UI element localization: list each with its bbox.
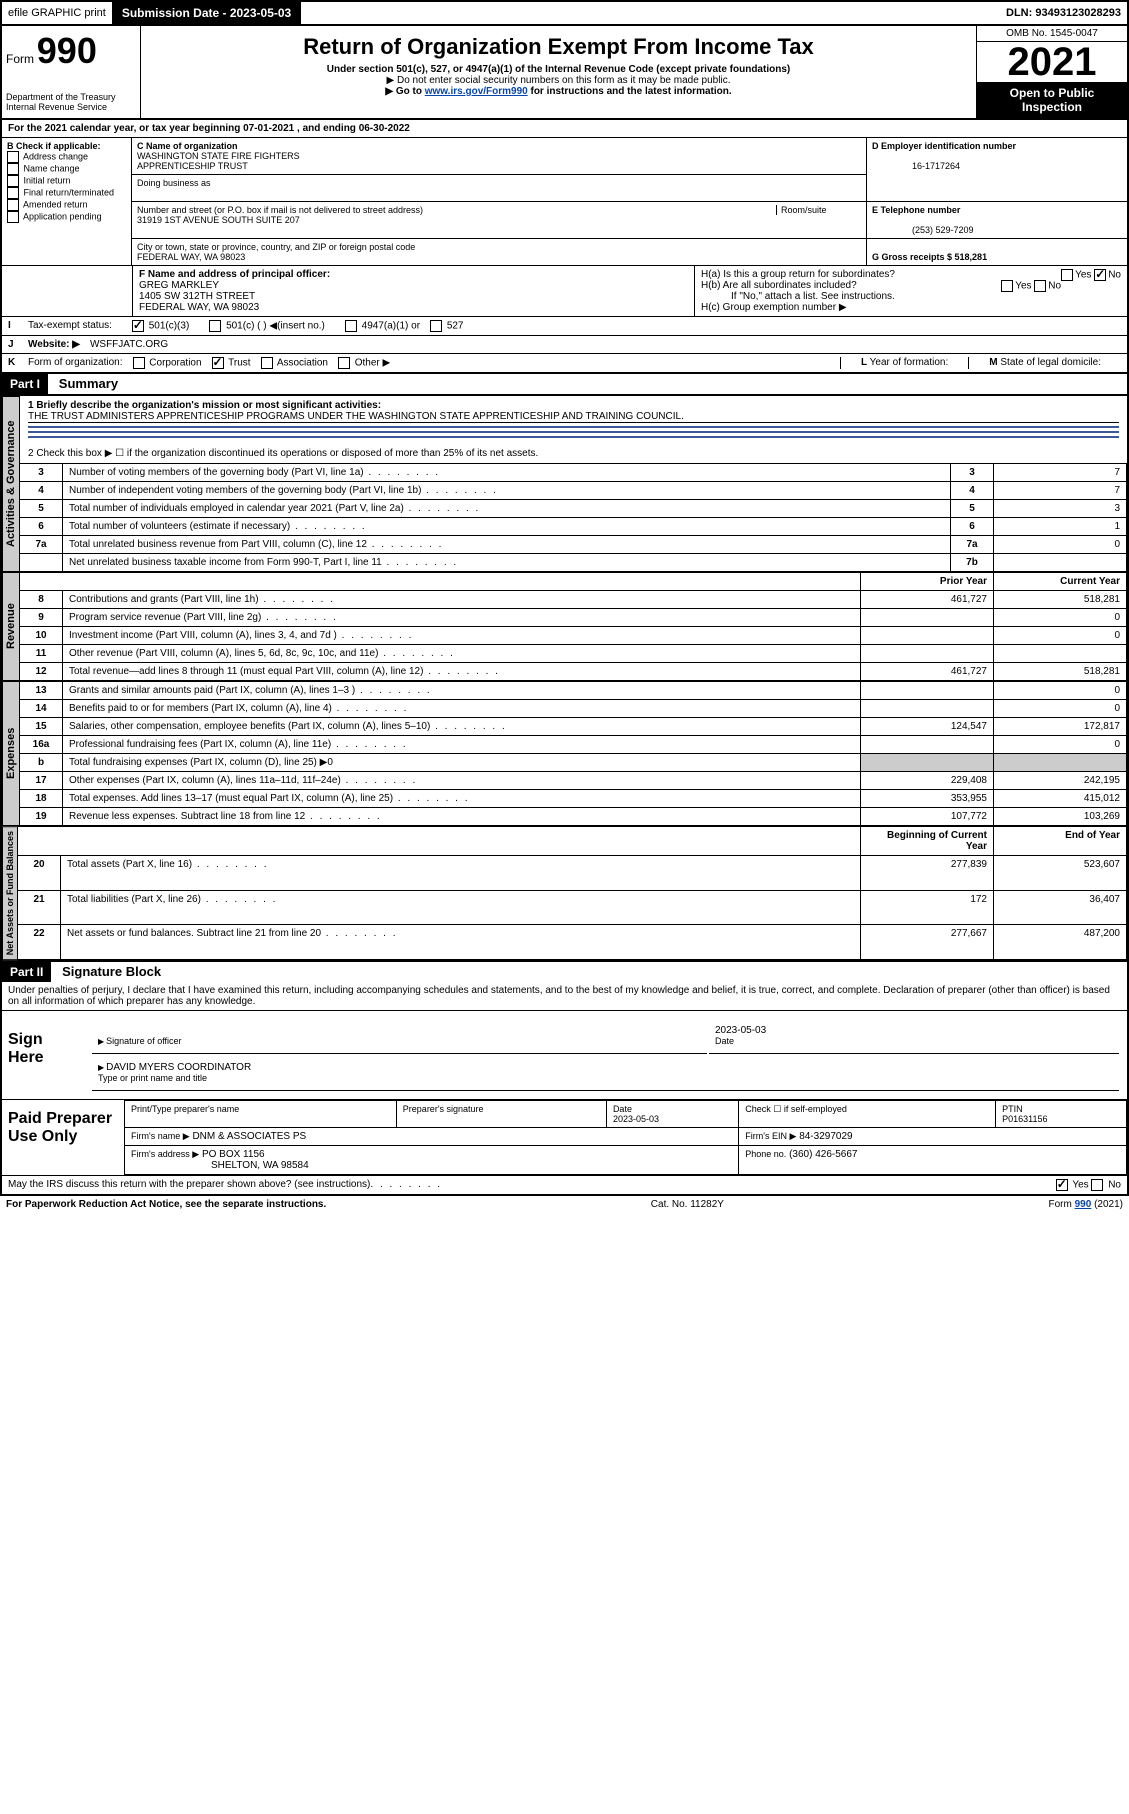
box-d: D Employer identification number 16-1717…: [867, 138, 1127, 202]
inspection-badge: Open to Public Inspection: [977, 82, 1127, 118]
dln-label: DLN: 93493123028293: [1000, 4, 1127, 22]
box-b: B Check if applicable: Address change Na…: [2, 138, 132, 266]
year-box: OMB No. 1545-0047 2021 Open to Public In…: [976, 26, 1127, 118]
checkbox-initial[interactable]: [7, 175, 19, 187]
line-i: I Tax-exempt status: 501(c)(3) 501(c) ( …: [0, 317, 1129, 336]
discuss-yes[interactable]: [1056, 1179, 1068, 1191]
dept-irs: Internal Revenue Service: [6, 102, 136, 112]
cb-trust[interactable]: [212, 357, 224, 369]
vert-net: Net Assets or Fund Balances: [2, 826, 18, 960]
cb-4947[interactable]: [345, 320, 357, 332]
cb-corp[interactable]: [133, 357, 145, 369]
netassets-block: Net Assets or Fund Balances Beginning of…: [0, 826, 1129, 962]
line-a: For the 2021 calendar year, or tax year …: [0, 120, 1129, 138]
governance-block: Activities & Governance 1 Briefly descri…: [0, 394, 1129, 572]
sign-here-label: Sign Here: [2, 1011, 84, 1099]
checkbox-addr-change[interactable]: [7, 151, 19, 163]
sig-date: 2023-05-03: [715, 1025, 766, 1036]
box-g: G Gross receipts $ 518,281: [867, 239, 1127, 266]
line-2: 2 Check this box ▶ ☐ if the organization…: [20, 444, 1127, 463]
mission: 1 Briefly describe the organization's mi…: [20, 396, 1127, 444]
section-fh: F Name and address of principal officer:…: [0, 266, 1129, 317]
cb-527[interactable]: [430, 320, 442, 332]
box-c-addr: Number and street (or P.O. box if mail i…: [132, 202, 867, 239]
line-klm: K Form of organization: Corporation Trus…: [0, 354, 1129, 374]
efile-label: efile GRAPHIC print: [2, 4, 112, 22]
form-subtitle: Under section 501(c), 527, or 4947(a)(1)…: [145, 64, 972, 75]
paid-block: Paid Preparer Use Only Print/Type prepar…: [0, 1100, 1129, 1176]
paid-label: Paid Preparer Use Only: [2, 1100, 124, 1175]
form-link: Form 990 (2021): [1049, 1199, 1123, 1210]
penalty-text: Under penalties of perjury, I declare th…: [0, 982, 1129, 1011]
vert-revenue: Revenue: [2, 572, 20, 681]
hb-no[interactable]: [1034, 280, 1046, 292]
cb-assoc[interactable]: [261, 357, 273, 369]
balance-table: Beginning of Current YearEnd of Year 20T…: [18, 826, 1127, 960]
irs-link[interactable]: www.irs.gov/Form990: [425, 86, 528, 97]
sign-block: Sign Here Signature of officer 2023-05-0…: [0, 1011, 1129, 1100]
discuss-no[interactable]: [1091, 1179, 1103, 1191]
submission-button[interactable]: Submission Date - 2023-05-03: [112, 2, 301, 24]
form-title: Return of Organization Exempt From Incom…: [145, 34, 972, 60]
box-f: F Name and address of principal officer:…: [133, 266, 695, 316]
form-box: Form 990 Department of the Treasury Inte…: [2, 26, 141, 118]
checkbox-amended[interactable]: [7, 199, 19, 211]
footer-bottom: For Paperwork Reduction Act Notice, see …: [0, 1196, 1129, 1213]
cb-501c[interactable]: [209, 320, 221, 332]
cb-other[interactable]: [338, 357, 350, 369]
revenue-table: Prior YearCurrent Year 8Contributions an…: [20, 572, 1127, 681]
ha-no[interactable]: [1094, 269, 1106, 281]
tax-year: 2021: [977, 42, 1127, 82]
box-h: H(a) Is this a group return for subordin…: [695, 266, 1127, 316]
hb-yes[interactable]: [1001, 280, 1013, 292]
checkbox-final[interactable]: [7, 187, 19, 199]
form-label: Form: [6, 52, 34, 66]
revenue-block: Revenue Prior YearCurrent Year 8Contribu…: [0, 572, 1129, 681]
paid-table: Print/Type preparer's name Preparer's si…: [124, 1100, 1127, 1175]
note-1: ▶ Do not enter social security numbers o…: [145, 75, 972, 86]
form-header: Form 990 Department of the Treasury Inte…: [0, 26, 1129, 120]
box-c-name: C Name of organization WASHINGTON STATE …: [132, 138, 867, 175]
part2-header: Part II Signature Block: [0, 962, 1129, 982]
expense-block: Expenses 13Grants and similar amounts pa…: [0, 681, 1129, 826]
officer-name: DAVID MYERS COORDINATOR: [106, 1062, 251, 1073]
header-bar: efile GRAPHIC print Submission Date - 20…: [0, 0, 1129, 26]
ha-yes[interactable]: [1061, 269, 1073, 281]
dept-treasury: Department of the Treasury: [6, 92, 136, 102]
footer-discuss: May the IRS discuss this return with the…: [0, 1176, 1129, 1196]
note-2: ▶ Go to www.irs.gov/Form990 for instruct…: [145, 86, 972, 97]
expense-table: 13Grants and similar amounts paid (Part …: [20, 681, 1127, 826]
vert-expenses: Expenses: [2, 681, 20, 826]
cb-501c3[interactable]: [132, 320, 144, 332]
checkbox-app-pending[interactable]: [7, 211, 19, 223]
vert-activities: Activities & Governance: [2, 396, 20, 572]
checkbox-name-change[interactable]: [7, 163, 19, 175]
sig-officer-label: Signature of officer: [98, 1036, 182, 1046]
line-j: J Website: ▶ WSFFJATC.ORG: [0, 336, 1129, 354]
part1-header: Part I Summary: [0, 374, 1129, 394]
box-c-dba: Doing business as: [132, 175, 867, 202]
box-c-city: City or town, state or province, country…: [132, 239, 867, 266]
box-e: E Telephone number (253) 529-7209: [867, 202, 1127, 239]
governance-table: 3Number of voting members of the governi…: [20, 463, 1127, 572]
form-number: 990: [37, 30, 97, 71]
info-section: B Check if applicable: Address change Na…: [0, 138, 1129, 266]
title-box: Return of Organization Exempt From Incom…: [141, 26, 976, 118]
